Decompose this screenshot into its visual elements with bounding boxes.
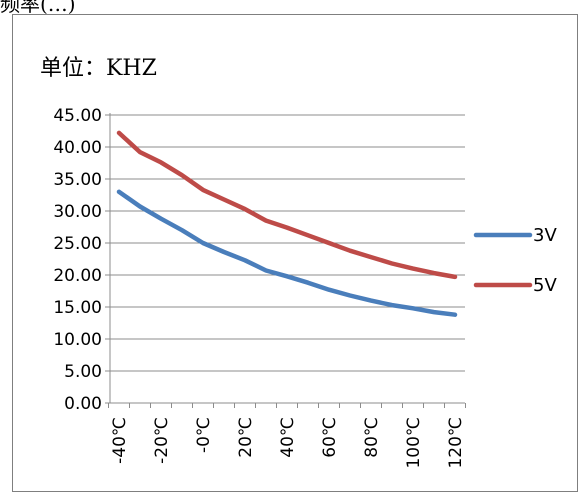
y-tick-label: 0.00 <box>64 394 102 414</box>
x-axis: -40℃ -20℃ -0℃ 20℃ 40℃ 60℃ 80℃ 100℃ 120℃ <box>108 403 466 469</box>
series-line-3V <box>116 189 458 317</box>
legend: 3V 5V <box>473 225 557 296</box>
series-line-5V <box>116 130 458 280</box>
x-tick-label: -20℃ <box>152 417 172 464</box>
frequency-line-chart: 单位：KHZ 45.00 40.00 35.00 30.00 25.00 20.00 15.… <box>40 56 557 469</box>
y-tick-label: 15.00 <box>53 298 102 318</box>
y-tick-label: 10.00 <box>53 330 102 350</box>
y-tick-label: 30.00 <box>53 202 102 222</box>
page-caption: 频率(…) <box>0 0 76 16</box>
x-tick-label: 60℃ <box>320 417 340 458</box>
y-axis: 45.00 40.00 35.00 30.00 25.00 20.00 15.00 10.00… <box>53 106 111 414</box>
x-tick-label-group: 80℃ <box>362 417 382 458</box>
y-tick-label: 25.00 <box>53 234 102 254</box>
y-tick-label: 40.00 <box>53 138 102 158</box>
x-tick-label: 100℃ <box>404 417 424 469</box>
x-tick-label: 120℃ <box>446 417 466 469</box>
x-tick-label-group: 120℃ <box>446 417 466 469</box>
x-tick-label-group: 100℃ <box>404 417 424 469</box>
series-lines <box>116 130 458 317</box>
x-tick-label: 80℃ <box>362 417 382 458</box>
chart-unit-title: 单位：KHZ <box>40 56 157 81</box>
x-tick-label: 40℃ <box>278 417 298 458</box>
x-tick-label: -0℃ <box>194 417 214 453</box>
y-tick-label: 5.00 <box>64 362 102 382</box>
legend-label-3V: 3V <box>533 225 557 246</box>
chart-frame: 单位：KHZ 45.00 40.00 35.00 30.00 25.00 20.00 15.… <box>12 14 578 492</box>
x-tick-label-group: -20℃ <box>152 417 172 464</box>
legend-label-5V: 5V <box>533 275 557 296</box>
y-tick-label: 45.00 <box>53 106 102 126</box>
x-tick-label-group: -40℃ <box>110 417 130 464</box>
gridlines <box>110 114 465 404</box>
x-tick-label-group: 60℃ <box>320 417 340 458</box>
x-tick-label: -40℃ <box>110 417 130 464</box>
y-tick-label: 20.00 <box>53 266 102 286</box>
x-tick-label-group: 40℃ <box>278 417 298 458</box>
x-tick-label: 20℃ <box>236 417 256 458</box>
x-tick-label-group: 20℃ <box>236 417 256 458</box>
x-tick-label-group: -0℃ <box>194 417 214 453</box>
y-tick-label: 35.00 <box>53 170 102 190</box>
